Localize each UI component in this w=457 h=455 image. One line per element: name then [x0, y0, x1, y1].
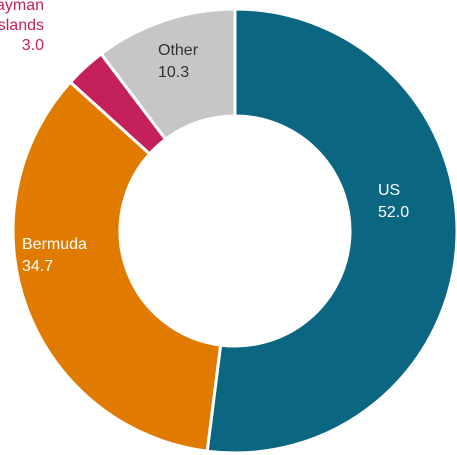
value-label: 52.0: [378, 204, 410, 221]
donut-slice: [205, 7, 457, 455]
category-name: Other: [158, 42, 199, 59]
category-name: US: [378, 182, 401, 199]
slice-label: Other 10.3: [158, 40, 228, 84]
category-name: Bermuda: [22, 236, 87, 253]
value-label: 10.3: [158, 64, 190, 81]
slice-label: US 52.0: [378, 180, 448, 224]
donut-slice: [11, 79, 223, 453]
slice-label: Cayman Islands 3.0: [0, 0, 44, 56]
value-label: 34.7: [22, 258, 54, 275]
value-label: 3.0: [21, 37, 44, 54]
donut-slice: [99, 7, 237, 142]
category-name: Cayman Islands: [0, 0, 44, 34]
slice-label: Bermuda 34.7: [22, 234, 112, 278]
